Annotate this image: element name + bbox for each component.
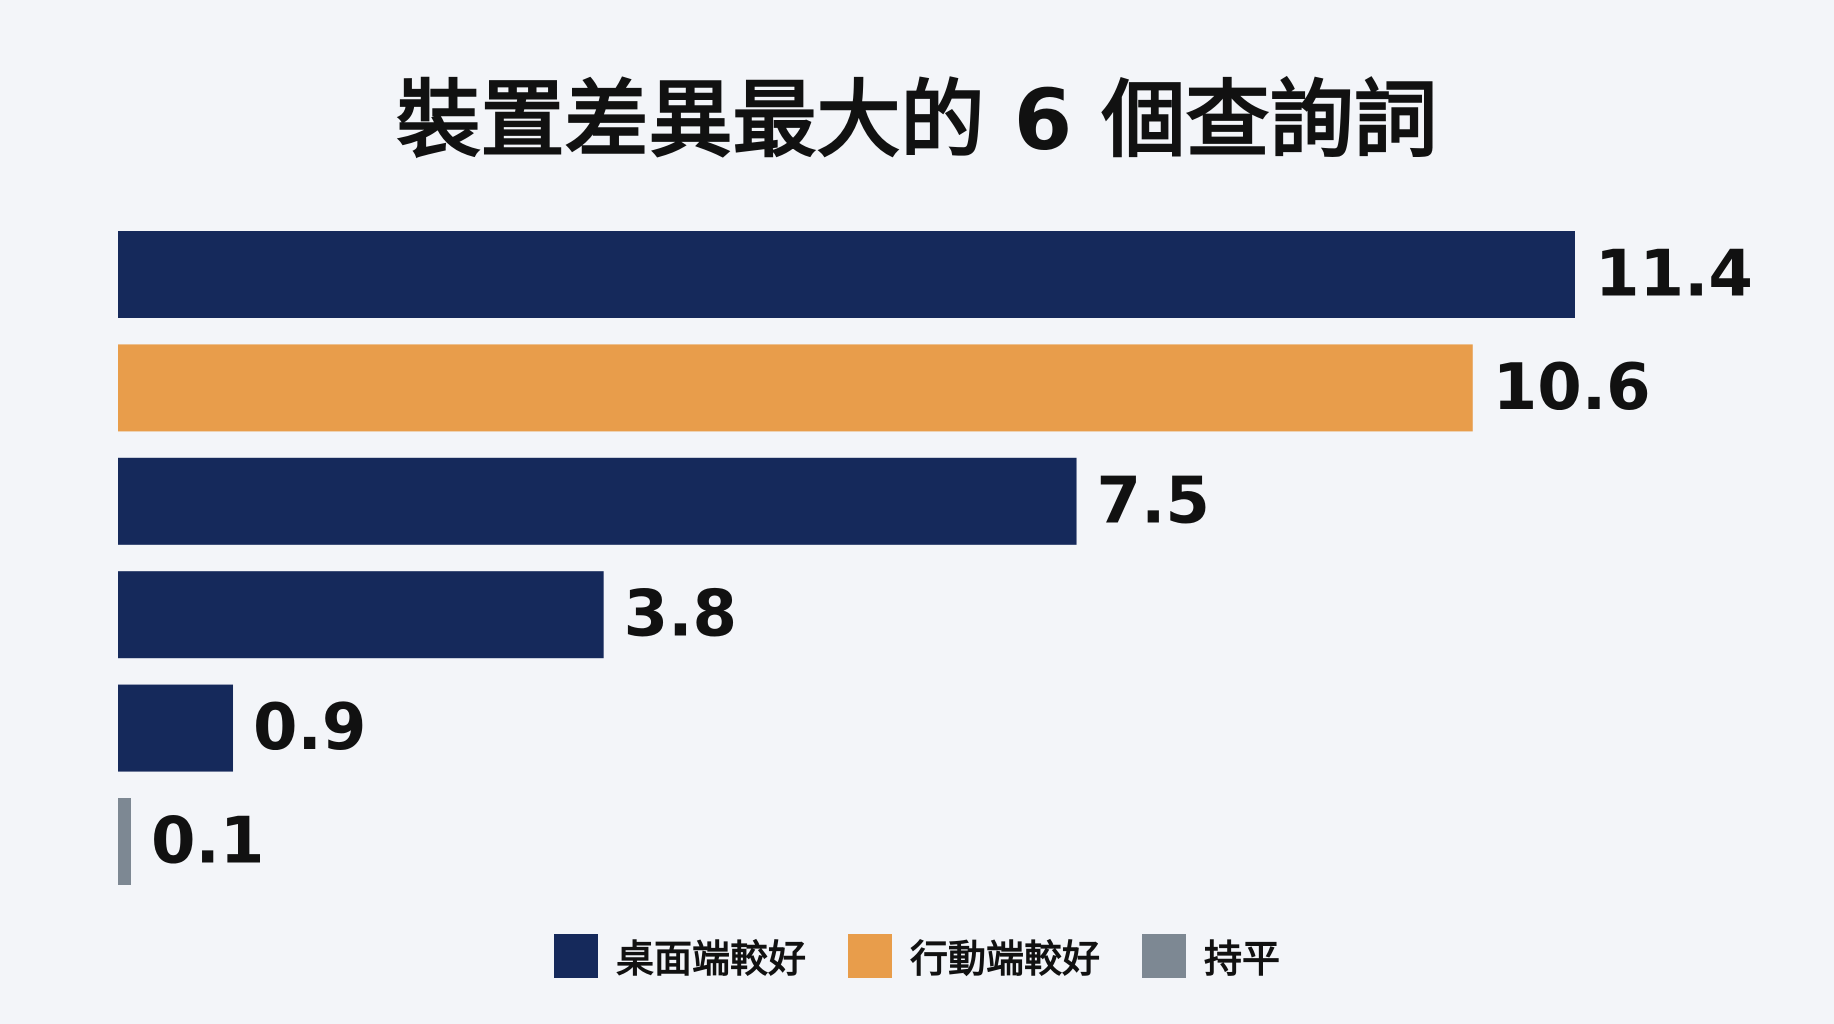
legend-item-desktop: 桌面端較好	[553, 928, 806, 983]
bar-value-label-1: 11.4	[1595, 238, 1753, 312]
bar-value-label-5: 0.9	[253, 691, 366, 765]
legend-swatch-mobile	[847, 933, 892, 978]
bar-value-label-3: 7.5	[1097, 464, 1210, 538]
legend-label-mobile: 行動端較好	[909, 937, 1100, 981]
bar-value-label-2: 10.6	[1493, 351, 1651, 425]
legend-item-mobile: 行動端較好	[847, 928, 1100, 983]
bar-5	[118, 684, 234, 772]
bar-1	[118, 231, 1575, 318]
chart-legend: 桌面端較好 行動端較好 持平	[0, 928, 1834, 983]
bar-2	[118, 344, 1473, 432]
bar-4	[118, 571, 604, 659]
legend-swatch-tie	[1142, 933, 1186, 978]
legend-label-desktop: 桌面端較好	[615, 937, 806, 981]
chart-title: 裝置差異最大的 6 個查詢詞	[396, 71, 1438, 169]
bar-3	[118, 457, 1077, 545]
legend-label-tie: 持平	[1204, 937, 1281, 981]
legend-item-tie: 持平	[1142, 928, 1280, 983]
legend-swatch-desktop	[553, 933, 598, 978]
bar-6	[118, 798, 131, 885]
bar-value-label-6: 0.1	[151, 805, 264, 879]
bar-value-label-4: 3.8	[624, 578, 737, 652]
